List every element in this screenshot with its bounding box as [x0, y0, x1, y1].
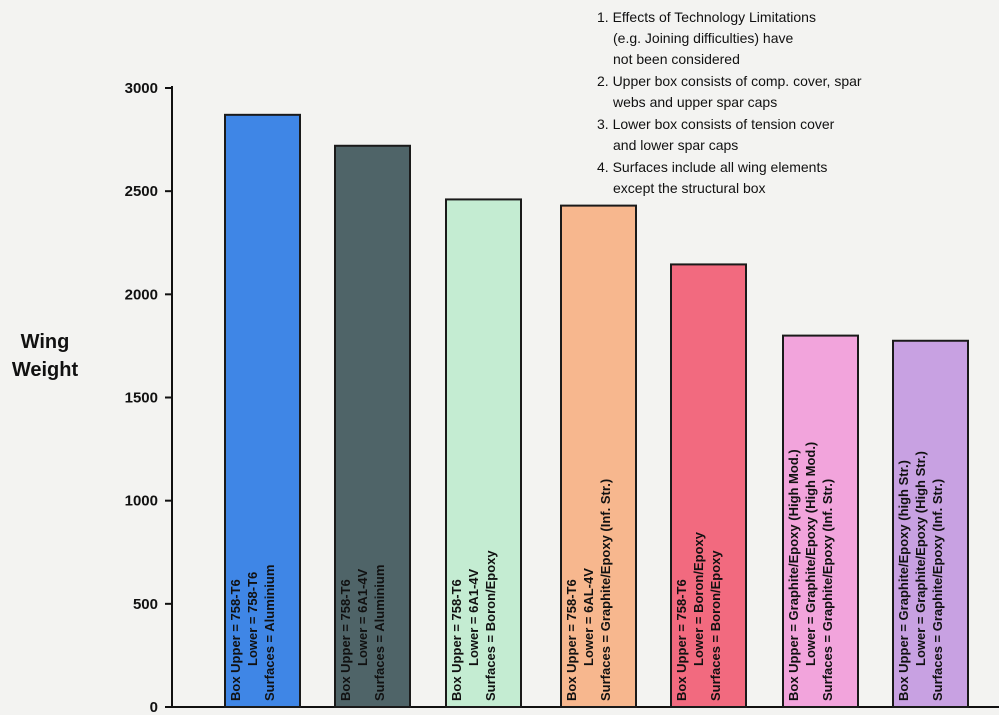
- bar-label: Lower = Boron/Epoxy: [691, 531, 706, 666]
- bar-4: [560, 204, 637, 709]
- bar-label: Surfaces = Graphite/Epoxy (Inf. Str.): [930, 479, 945, 701]
- bar-label: Box Upper = 758-T6: [338, 579, 353, 701]
- y-axis-label: Weight: [12, 359, 79, 381]
- bar-5: [670, 263, 747, 708]
- note-line: 4. Surfaces include all wing elements: [597, 159, 827, 175]
- y-tick-label: 1500: [125, 390, 158, 407]
- bar-3: [445, 198, 522, 708]
- note-line: except the structural box: [613, 180, 766, 196]
- bar-label: Surfaces = Graphite/Epoxy (Inf. Str.): [820, 479, 835, 701]
- note-line: 3. Lower box consists of tension cover: [597, 116, 835, 132]
- bar-label: Lower = 758-T6: [245, 572, 260, 666]
- bar-label: Surfaces = Boron/Epoxy: [483, 550, 498, 701]
- bar-label: Lower = 6A1-4V: [466, 568, 481, 666]
- bar-label: Box Upper = 758-T6: [674, 579, 689, 701]
- bar-label: Box Upper = 758-T6: [449, 579, 464, 701]
- bar-label: Surfaces = Aluminium: [262, 565, 277, 701]
- note-line: not been considered: [613, 51, 740, 67]
- y-tick-label: 2500: [125, 183, 158, 200]
- note-line: 2. Upper box consists of comp. cover, sp…: [597, 73, 862, 89]
- y-tick-label: 500: [133, 596, 158, 613]
- bar-label: Lower = 6AL-4V: [581, 568, 596, 666]
- note-line: (e.g. Joining difficulties) have: [613, 30, 793, 46]
- note-line: webs and upper spar caps: [612, 94, 777, 110]
- bar-label: Box Upper = 758-T6: [228, 579, 243, 701]
- bar-label: Surfaces = Graphite/Epoxy (Inf. Str.): [598, 479, 613, 701]
- y-axis-label: Wing: [21, 331, 70, 353]
- bar-2: [334, 144, 411, 709]
- bar-7: [892, 339, 969, 708]
- y-tick-label: 0: [150, 699, 158, 715]
- bar-1: [224, 113, 301, 709]
- bar-label: Lower = 6A1-4V: [355, 568, 370, 666]
- bar-label: Surfaces = Aluminium: [372, 565, 387, 701]
- bar-6: [782, 334, 859, 708]
- bar-label: Lower = Graphite/Epoxy (High Mod.): [803, 442, 818, 666]
- y-tick-label: 3000: [125, 80, 158, 97]
- bar-label: Box Upper = 758-T6: [564, 579, 579, 701]
- note-line: and lower spar caps: [613, 137, 738, 153]
- y-tick-label: 2000: [125, 286, 158, 303]
- bar-label: Box Upper = Graphite/Epoxy (High Mod.): [786, 449, 801, 701]
- bar-label: Surfaces = Boron/Epoxy: [708, 550, 723, 701]
- y-tick-label: 1000: [125, 493, 158, 510]
- bar-label: Box Upper = Graphite/Epoxy (high Str.): [896, 460, 911, 701]
- bar-label: Lower = Graphite/Epoxy (High Str.): [913, 451, 928, 666]
- note-line: 1. Effects of Technology Limitations: [597, 9, 816, 25]
